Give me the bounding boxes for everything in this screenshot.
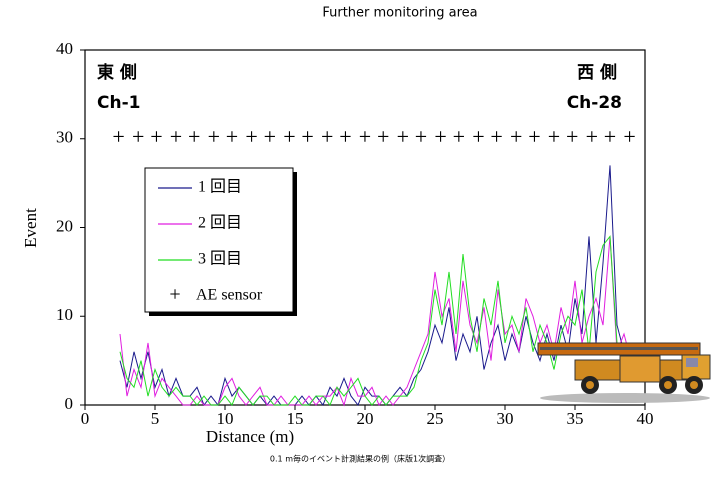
sensor-marker: +: [132, 124, 144, 149]
sensor-marker: +: [359, 124, 371, 149]
series-line: [119, 235, 632, 406]
sensor-marker: +: [150, 124, 162, 149]
annotation: 西 側: [577, 62, 617, 83]
legend-label: 2 回目: [198, 215, 242, 232]
sensor-marker: +: [339, 124, 351, 149]
sensor-marker: +: [112, 124, 124, 149]
y-tick-label: 20: [56, 216, 73, 235]
annotation: Ch-28: [567, 93, 622, 113]
x-tick-label: 20: [357, 409, 374, 428]
sensor-marker: +: [283, 124, 295, 149]
x-tick-label: 0: [81, 409, 90, 428]
data-layer: + + + + + + + + + + + + + + + + + + + + + + + + + + + +: [112, 124, 636, 407]
sensor-marker: +: [245, 124, 257, 149]
sensor-marker: +: [321, 124, 333, 149]
x-axis-label: Distance (m): [206, 427, 294, 446]
x-tick-label: 30: [497, 409, 514, 428]
x-tick-label: 25: [427, 409, 444, 428]
caption: 0.1 m毎のイベント計測結果の例（床版1次調査）: [270, 454, 450, 464]
sensor-marker: +: [226, 124, 238, 149]
legend: 1 回目 2 回目 3 回目 + AE sensor: [144, 167, 297, 316]
sensor-marker: +: [264, 124, 276, 149]
sensor-marker: +: [453, 124, 465, 149]
sensor-marker: +: [170, 124, 182, 149]
sensor-marker: +: [434, 124, 446, 149]
sensor-marker: +: [415, 124, 427, 149]
y-tick-label: 10: [56, 305, 73, 324]
sensor-marker: +: [586, 124, 598, 149]
x-tick-label: 35: [567, 409, 584, 428]
y-axis-label: Event: [21, 208, 40, 248]
x-tick-label: 10: [217, 409, 234, 428]
annotation: Ch-1: [97, 93, 140, 113]
sensor-marker: +: [377, 124, 389, 149]
legend-label: 1 回目: [198, 179, 242, 196]
sensor-marker: +: [301, 124, 313, 149]
subtitle: Further monitoring area: [322, 6, 477, 21]
y-tick-label: 0: [65, 394, 74, 413]
legend-swatch: +: [169, 284, 180, 306]
truck-illustration: [537, 342, 711, 403]
sensor-marker: +: [188, 124, 200, 149]
sensor-marker: +: [208, 124, 220, 149]
x-tick-label: 40: [637, 409, 654, 428]
series-line: [119, 236, 632, 407]
sensor-marker: +: [528, 124, 540, 149]
sensor-marker: +: [490, 124, 502, 149]
legend-label: AE sensor: [196, 287, 263, 304]
sensor-marker: +: [548, 124, 560, 149]
annotation: 東 側: [97, 62, 137, 83]
x-tick-label: 15: [287, 409, 304, 428]
sensor-marker: +: [623, 124, 635, 149]
sensor-marker: +: [472, 124, 484, 149]
sensor-marker: +: [397, 124, 409, 149]
sensor-marker: +: [604, 124, 616, 149]
legend-label: 3 回目: [198, 251, 242, 268]
y-tick-label: 30: [56, 128, 73, 147]
sensor-marker: +: [566, 124, 578, 149]
x-tick-label: 5: [151, 409, 160, 428]
sensor-marker: +: [510, 124, 522, 149]
y-tick-label: 40: [56, 39, 73, 58]
